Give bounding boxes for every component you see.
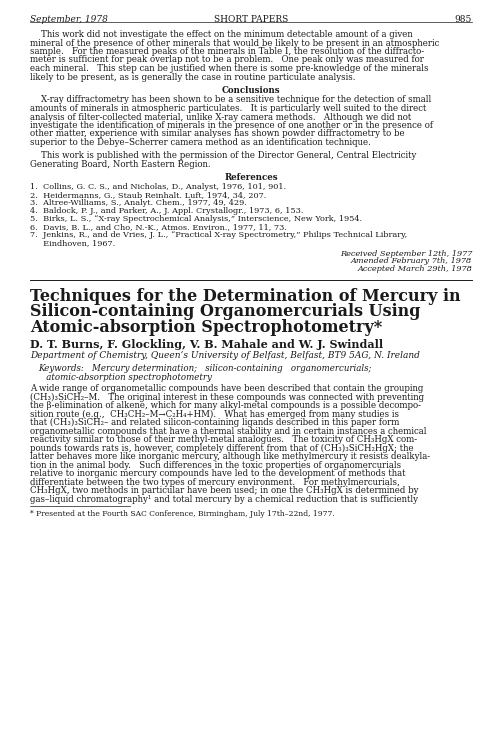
Text: * Presented at the Fourth SAC Conference, Birmingham, July 17th–22nd, 1977.: * Presented at the Fourth SAC Conference… bbox=[30, 510, 335, 518]
Text: Department of Chemistry, Queen’s University of Belfast, Belfast, BT9 5AG, N. Ire: Department of Chemistry, Queen’s Univers… bbox=[30, 351, 420, 360]
Text: Atomic-absorption Spectrophotometry*: Atomic-absorption Spectrophotometry* bbox=[30, 319, 383, 336]
Text: analysis of filter-collected material, unlike X-ray camera methods.   Although w: analysis of filter-collected material, u… bbox=[30, 113, 411, 121]
Text: 3.  Altree-Williams, S., Analyt. Chem., 1977, 49, 429.: 3. Altree-Williams, S., Analyt. Chem., 1… bbox=[30, 199, 247, 207]
Text: SHORT PAPERS: SHORT PAPERS bbox=[214, 15, 288, 24]
Text: meter is sufficient for peak overlap not to be a problem.   One peak only was me: meter is sufficient for peak overlap not… bbox=[30, 56, 424, 64]
Text: other matter, experience with similar analyses has shown powder diffractometry t: other matter, experience with similar an… bbox=[30, 129, 405, 138]
Text: Keywords:   Mercury determination;   silicon-containing   organomercurials;: Keywords: Mercury determination; silicon… bbox=[38, 364, 372, 374]
Text: X-ray diffractometry has been shown to be a sensitive technique for the detectio: X-ray diffractometry has been shown to b… bbox=[30, 96, 431, 105]
Text: sample.   For the measured peaks of the minerals in Table I, the resolution of t: sample. For the measured peaks of the mi… bbox=[30, 47, 424, 56]
Text: relative to inorganic mercury compounds have led to the development of methods t: relative to inorganic mercury compounds … bbox=[30, 469, 406, 478]
Text: the β-elimination of alkene, which for many alkyl-metal compounds is a possible : the β-elimination of alkene, which for m… bbox=[30, 401, 421, 410]
Text: 1.  Collins, G. C. S., and Nicholas, D., Analyst, 1976, 101, 901.: 1. Collins, G. C. S., and Nicholas, D., … bbox=[30, 183, 286, 191]
Text: References: References bbox=[224, 173, 278, 183]
Text: September, 1978: September, 1978 bbox=[30, 15, 108, 24]
Text: 985: 985 bbox=[454, 15, 472, 24]
Text: 4.  Baldock, P. J., and Parker, A., J. Appl. Crystallogr., 1973, 6, 153.: 4. Baldock, P. J., and Parker, A., J. Ap… bbox=[30, 207, 303, 215]
Text: Eindhoven, 1967.: Eindhoven, 1967. bbox=[30, 239, 115, 247]
Text: (CH₃)₃SiCH₂–M.   The original interest in these compounds was connected with pre: (CH₃)₃SiCH₂–M. The original interest in … bbox=[30, 393, 424, 402]
Text: 5.  Birks, L. S., “X-ray Spectrochemical Analysis,” Interscience, New York, 1954: 5. Birks, L. S., “X-ray Spectrochemical … bbox=[30, 215, 362, 223]
Text: each mineral.   This step can be justified when there is some pre-knowledge of t: each mineral. This step can be justified… bbox=[30, 64, 428, 73]
Text: that (CH₃)₃SiCH₂– and related silicon-containing ligands described in this paper: that (CH₃)₃SiCH₂– and related silicon-co… bbox=[30, 418, 400, 428]
Text: This work is published with the permission of the Director General, Central Elec: This work is published with the permissi… bbox=[30, 151, 416, 161]
Text: A wide range of organometallic compounds have been described that contain the gr: A wide range of organometallic compounds… bbox=[30, 385, 423, 393]
Text: Accepted March 29th, 1978: Accepted March 29th, 1978 bbox=[357, 265, 472, 273]
Text: organometallic compounds that have a thermal stability and in certain instances : organometallic compounds that have a the… bbox=[30, 427, 426, 436]
Text: atomic-absorption spectrophotometry: atomic-absorption spectrophotometry bbox=[38, 373, 212, 382]
Text: CH₃HgX, two methods in particular have been used; in one the CH₃HgX is determine: CH₃HgX, two methods in particular have b… bbox=[30, 486, 418, 495]
Text: Received September 12th, 1977: Received September 12th, 1977 bbox=[340, 249, 472, 257]
Text: likely to be present, as is generally the case in routine particulate analysis.: likely to be present, as is generally th… bbox=[30, 72, 356, 81]
Text: 7.  Jenkins, R., and de Vries, J. L., “Practical X-ray Spectrometry,” Philips Te: 7. Jenkins, R., and de Vries, J. L., “Pr… bbox=[30, 231, 407, 239]
Text: Conclusions: Conclusions bbox=[222, 86, 280, 95]
Text: Silicon-containing Organomercurials Using: Silicon-containing Organomercurials Usin… bbox=[30, 303, 420, 320]
Text: tion in the animal body.   Such differences in the toxic properties of organomer: tion in the animal body. Such difference… bbox=[30, 461, 401, 470]
Text: reactivity similar to those of their methyl-metal analogues.   The toxicity of C: reactivity similar to those of their met… bbox=[30, 435, 417, 444]
Text: This work did not investigate the effect on the minimum detectable amount of a g: This work did not investigate the effect… bbox=[30, 30, 413, 39]
Text: gas–liquid chromatography¹ and total mercury by a chemical reduction that is suf: gas–liquid chromatography¹ and total mer… bbox=[30, 495, 418, 504]
Text: investigate the identification of minerals in the presence of one another or in : investigate the identification of minera… bbox=[30, 121, 433, 130]
Text: mineral of the presence of other minerals that would be likely to be present in : mineral of the presence of other mineral… bbox=[30, 39, 440, 48]
Text: amounts of minerals in atmospheric particulates.   It is particularly well suite: amounts of minerals in atmospheric parti… bbox=[30, 104, 426, 113]
Text: 6.  Davis, B. L., and Cho, N.-K., Atmos. Environ., 1977, 11, 73.: 6. Davis, B. L., and Cho, N.-K., Atmos. … bbox=[30, 223, 287, 231]
Text: sition route (e.g.,  CH₃CH₂–M→C₂H₄+HM).   What has emerged from many studies is: sition route (e.g., CH₃CH₂–M→C₂H₄+HM). W… bbox=[30, 410, 399, 419]
Text: Amended February 7th, 1978: Amended February 7th, 1978 bbox=[351, 257, 472, 265]
Text: Techniques for the Determination of Mercury in: Techniques for the Determination of Merc… bbox=[30, 288, 460, 305]
Text: latter behaves more like inorganic mercury, although like methylmercury it resis: latter behaves more like inorganic mercu… bbox=[30, 452, 430, 461]
Text: superior to the Debye–Scherrer camera method as an identification technique.: superior to the Debye–Scherrer camera me… bbox=[30, 138, 371, 147]
Text: D. T. Burns, F. Glockling, V. B. Mahale and W. J. Swindall: D. T. Burns, F. Glockling, V. B. Mahale … bbox=[30, 339, 383, 350]
Text: 2.  Heidermanns, G., Staub Reinhalt. Luft, 1974, 34, 207.: 2. Heidermanns, G., Staub Reinhalt. Luft… bbox=[30, 191, 266, 199]
Text: differentiate between the two types of mercury environment.   For methylmercuria: differentiate between the two types of m… bbox=[30, 478, 400, 487]
Text: Generating Board, North Eastern Region.: Generating Board, North Eastern Region. bbox=[30, 160, 210, 169]
Text: pounds towards rats is, however, completely different from that of (CH₃)₃SiCH₂Hg: pounds towards rats is, however, complet… bbox=[30, 444, 413, 453]
